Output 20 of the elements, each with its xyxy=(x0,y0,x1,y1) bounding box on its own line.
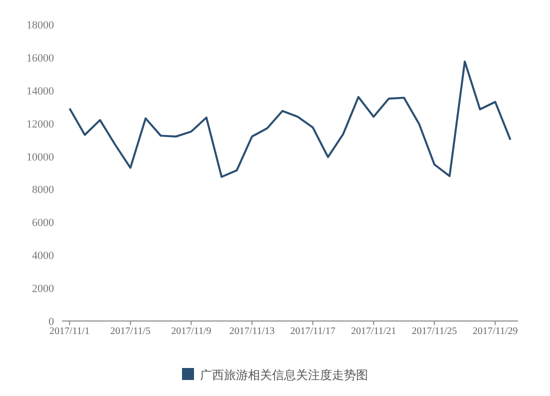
y-tick-label: 10000 xyxy=(26,151,54,164)
y-tick-label: 2000 xyxy=(32,283,54,296)
x-tick-label: 2017/11/5 xyxy=(110,326,150,337)
y-tick-label: 8000 xyxy=(32,184,54,196)
y-tick-label: 16000 xyxy=(26,52,54,64)
y-tick-label: 4000 xyxy=(32,250,54,262)
y-tick-label: 12000 xyxy=(26,118,54,130)
x-tick-label: 2017/11/25 xyxy=(412,326,457,337)
legend-label: 广西旅游相关信息关注度走势图 xyxy=(200,368,368,382)
x-tick-label: 2017/11/21 xyxy=(351,326,396,337)
y-tick-label: 0 xyxy=(48,316,54,328)
x-tick-label: 2017/11/17 xyxy=(290,326,336,337)
x-tick-label: 2017/11/1 xyxy=(50,326,90,337)
x-tick-label: 2017/11/13 xyxy=(229,326,275,337)
line-series xyxy=(68,60,512,178)
x-tick-label: 2017/11/29 xyxy=(472,326,518,337)
x-tick-label: 2017/11/9 xyxy=(171,326,212,337)
y-tick-label: 18000 xyxy=(26,20,54,32)
y-tick-label: 14000 xyxy=(26,85,54,98)
y-tick-label: 6000 xyxy=(32,217,54,230)
